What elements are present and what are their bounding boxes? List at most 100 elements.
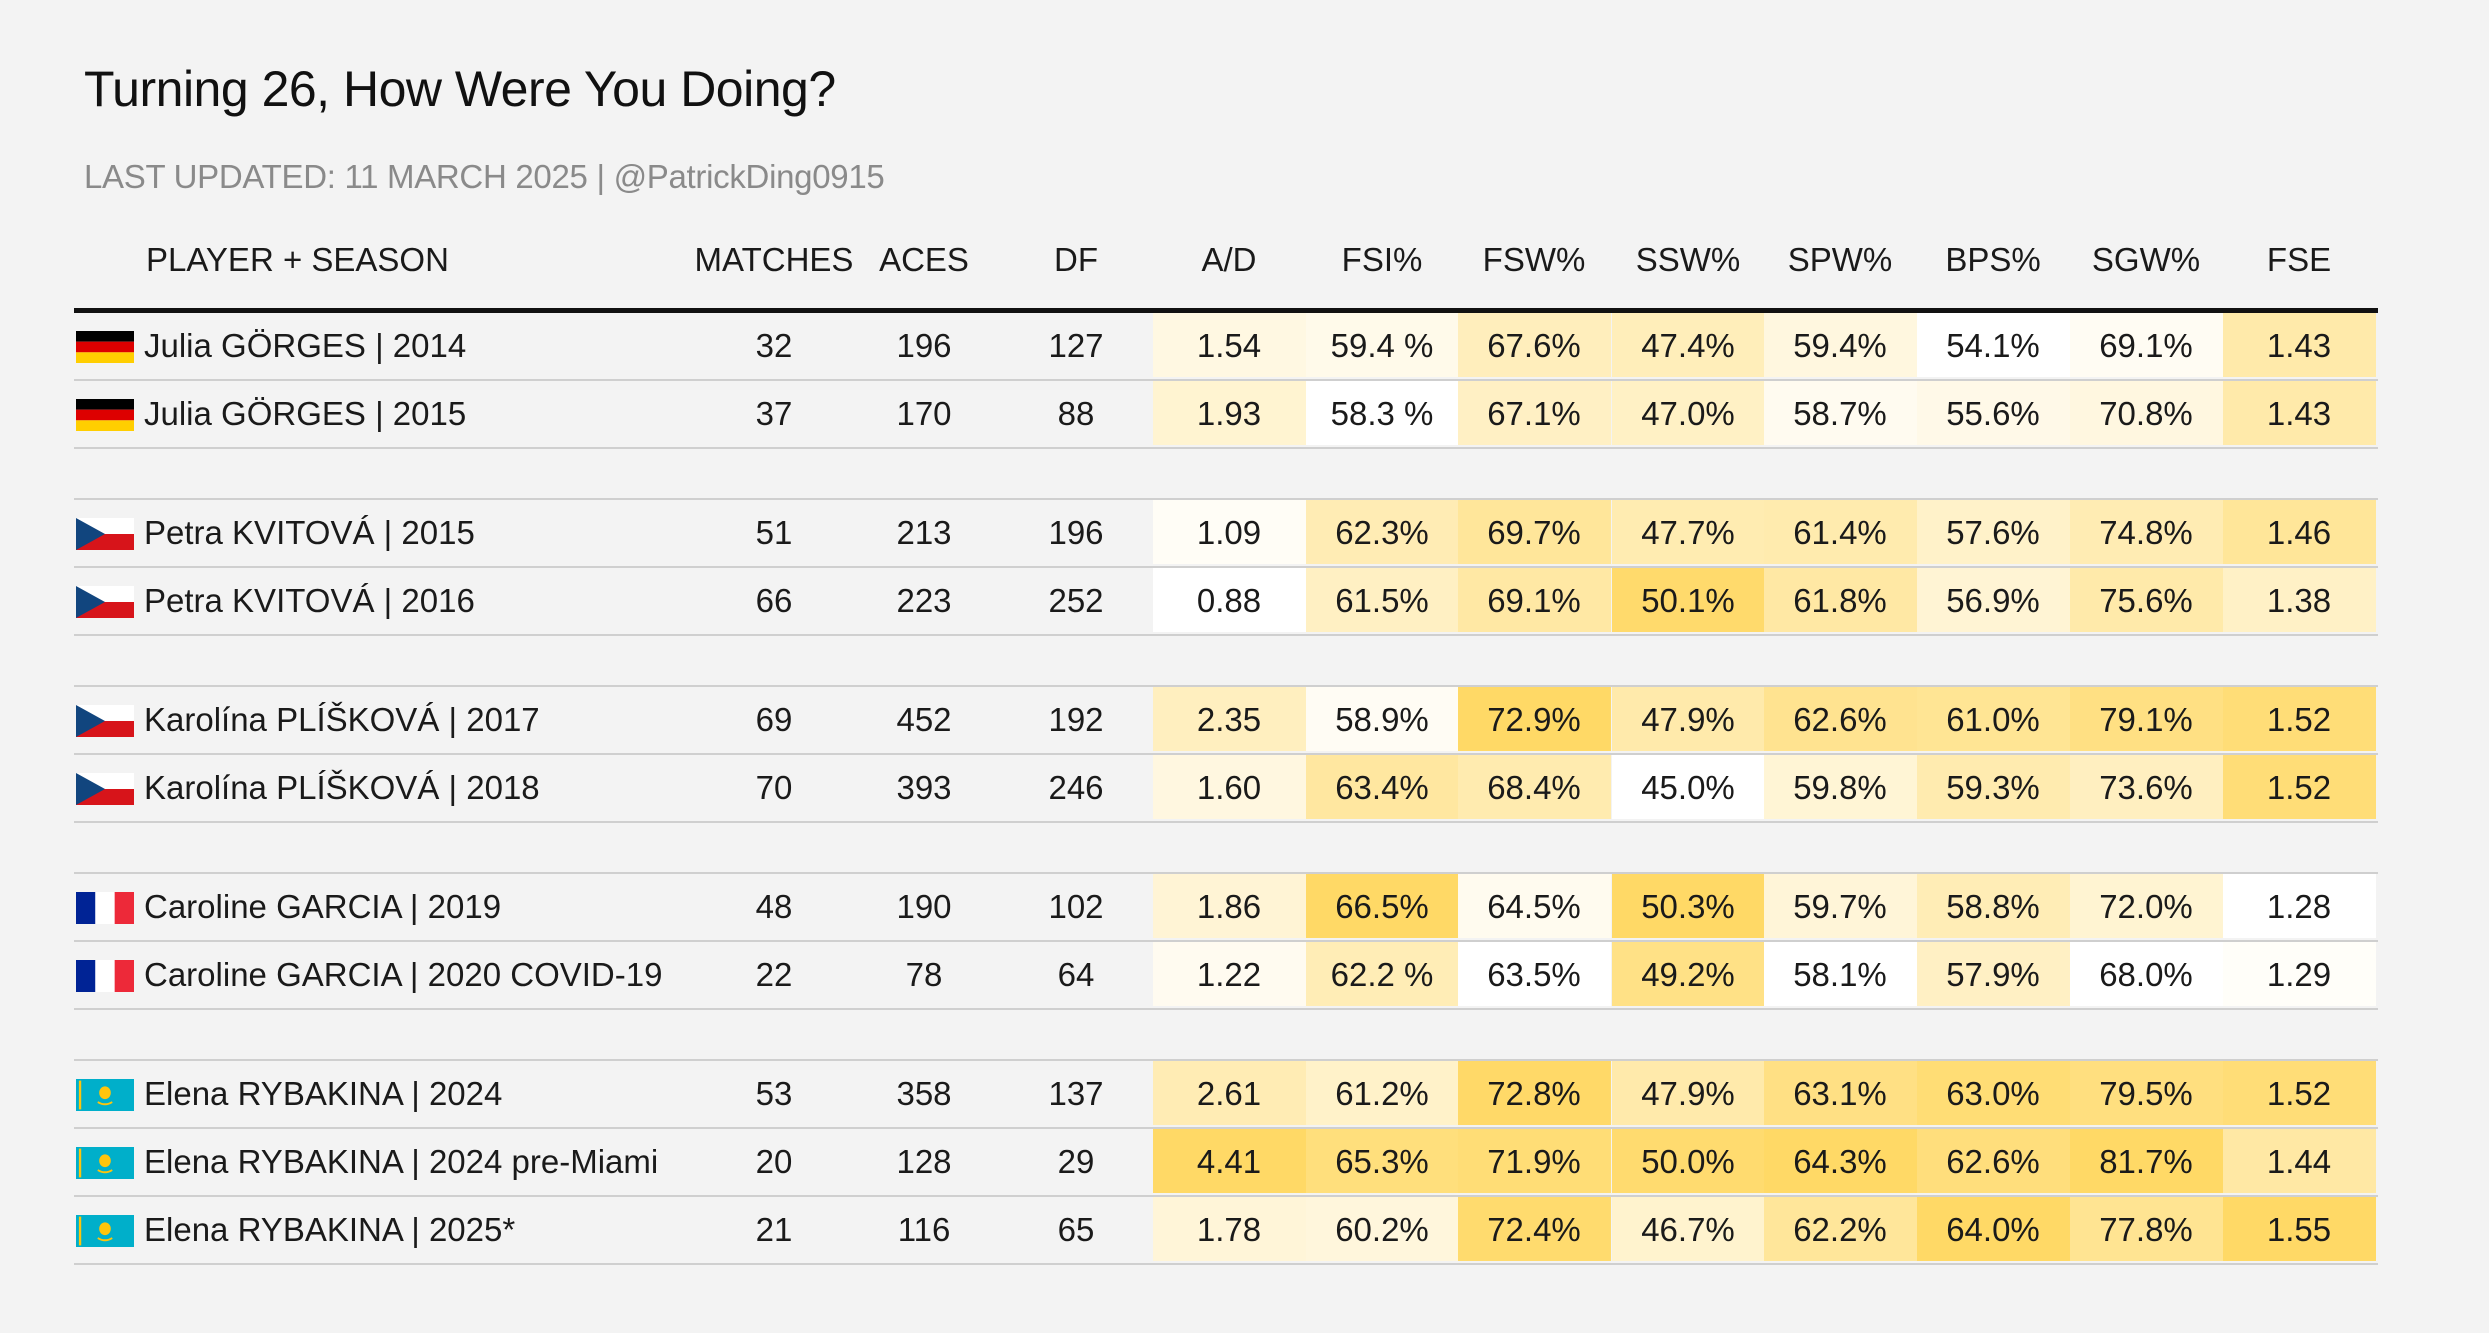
data-cell: 64.0% — [1916, 1197, 2070, 1261]
data-cell: 58.3 % — [1305, 381, 1459, 445]
player-season-cell: Elena RYBAKINA | 2025* — [144, 1211, 516, 1248]
data-cell: 59.4 % — [1305, 313, 1459, 377]
data-cell: 72.0% — [2069, 874, 2223, 938]
czech-flag-icon — [76, 586, 134, 618]
data-cell: 196 — [1048, 514, 1104, 551]
data-cell: 2.35 — [1152, 687, 1306, 751]
data-cell: 58.7% — [1763, 381, 1917, 445]
data-cell: 246 — [1048, 769, 1104, 806]
data-cell: 223 — [896, 582, 952, 619]
data-cell: 78 — [905, 956, 943, 993]
data-cell: 47.9% — [1611, 687, 1765, 751]
data-cell: 55.6% — [1916, 381, 2070, 445]
kazakhstan-flag-icon — [76, 1079, 134, 1111]
data-cell: 48 — [755, 888, 793, 925]
player-season-cell: Petra KVITOVÁ | 2015 — [144, 514, 475, 551]
table-row: Caroline GARCIA | 2020 COVID-19 22 78 64 1.2… — [74, 942, 2378, 1010]
data-cell: 56.9% — [1916, 568, 2070, 632]
table-row: Petra KVITOVÁ | 2015 51 213 196 1.09 62.3% 69.… — [74, 498, 2378, 568]
data-cell: 252 — [1048, 582, 1104, 619]
data-cell: 57.6% — [1916, 500, 2070, 564]
data-cell: 45.0% — [1611, 755, 1765, 819]
column-header: PLAYER + SEASON — [146, 241, 449, 278]
data-cell: 62.2 % — [1305, 942, 1459, 1006]
kazakhstan-flag-icon — [76, 1215, 134, 1247]
player-season-cell: Elena RYBAKINA | 2024 — [144, 1075, 503, 1112]
data-cell: 63.4% — [1305, 755, 1459, 819]
data-cell: 63.1% — [1763, 1061, 1917, 1125]
player-season-cell: Karolína PLÍŠKOVÁ | 2017 — [144, 701, 540, 738]
data-cell: 60.2% — [1305, 1197, 1459, 1261]
data-cell: 69.1% — [1457, 568, 1611, 632]
data-cell: 72.8% — [1457, 1061, 1611, 1125]
data-cell: 213 — [896, 514, 952, 551]
data-cell: 1.78 — [1152, 1197, 1306, 1261]
data-cell: 69 — [755, 701, 793, 738]
data-cell: 1.52 — [2222, 755, 2376, 819]
column-header: SSW% — [1635, 241, 1741, 278]
player-season-cell: Petra KVITOVÁ | 2016 — [144, 582, 475, 619]
data-cell: 59.7% — [1763, 874, 1917, 938]
column-header: BPS% — [1945, 241, 2041, 278]
data-cell: 1.29 — [2222, 942, 2376, 1006]
column-header: ACES — [879, 241, 969, 278]
data-cell: 452 — [896, 701, 952, 738]
table-row: Elena RYBAKINA | 2024 53 358 137 2.61 61.2% 72… — [74, 1059, 2378, 1129]
column-header: FSE — [2266, 241, 2332, 278]
data-cell: 1.09 — [1152, 500, 1306, 564]
data-cell: 0.88 — [1152, 568, 1306, 632]
data-cell: 47.4% — [1611, 313, 1765, 377]
data-cell: 22 — [755, 956, 793, 993]
data-cell: 32 — [755, 327, 793, 364]
data-cell: 1.43 — [2222, 381, 2376, 445]
czech-flag-icon — [76, 705, 134, 737]
data-cell: 190 — [896, 888, 952, 925]
data-cell: 88 — [1057, 395, 1095, 432]
data-cell: 74.8% — [2069, 500, 2223, 564]
data-cell: 63.0% — [1916, 1061, 2070, 1125]
data-cell: 50.3% — [1611, 874, 1765, 938]
france-flag-icon — [76, 892, 134, 924]
data-cell: 61.0% — [1916, 687, 2070, 751]
data-cell: 64.3% — [1763, 1129, 1917, 1193]
data-cell: 79.5% — [2069, 1061, 2223, 1125]
data-cell: 1.86 — [1152, 874, 1306, 938]
data-cell: 62.6% — [1916, 1129, 2070, 1193]
column-header: SPW% — [1787, 241, 1893, 278]
germany-flag-icon — [76, 331, 134, 363]
player-season-cell: Karolína PLÍŠKOVÁ | 2018 — [144, 769, 540, 806]
group-spacer — [74, 449, 2378, 498]
data-cell: 47.0% — [1611, 381, 1765, 445]
group-spacer — [74, 636, 2378, 685]
kazakhstan-flag-icon — [76, 1147, 134, 1179]
data-cell: 393 — [896, 769, 952, 806]
data-cell: 68.4% — [1457, 755, 1611, 819]
data-cell: 47.7% — [1611, 500, 1765, 564]
data-cell: 1.28 — [2222, 874, 2376, 938]
data-cell: 61.4% — [1763, 500, 1917, 564]
data-cell: 102 — [1048, 888, 1104, 925]
player-season-cell: Julia GÖRGES | 2014 — [144, 327, 467, 364]
data-cell: 1.54 — [1152, 313, 1306, 377]
data-cell: 1.43 — [2222, 313, 2376, 377]
data-cell: 64.5% — [1457, 874, 1611, 938]
data-cell: 1.44 — [2222, 1129, 2376, 1193]
data-cell: 63.5% — [1457, 942, 1611, 1006]
data-cell: 71.9% — [1457, 1129, 1611, 1193]
data-cell: 70.8% — [2069, 381, 2223, 445]
data-cell: 62.3% — [1305, 500, 1459, 564]
table-row: Petra KVITOVÁ | 2016 66 223 252 0.88 61.5% 69.… — [74, 568, 2378, 636]
data-cell: 58.9% — [1305, 687, 1459, 751]
data-cell: 4.41 — [1152, 1129, 1306, 1193]
czech-flag-icon — [76, 773, 134, 805]
data-cell: 1.60 — [1152, 755, 1306, 819]
data-cell: 61.8% — [1763, 568, 1917, 632]
data-cell: 128 — [896, 1143, 952, 1180]
page-title: Turning 26, How Were You Doing? — [84, 61, 836, 117]
data-cell: 1.52 — [2222, 687, 2376, 751]
data-cell: 59.3% — [1916, 755, 2070, 819]
table-row: Karolína PLÍŠKOVÁ | 2018 70 393 246 1.60 63.4… — [74, 755, 2378, 823]
data-cell: 73.6% — [2069, 755, 2223, 819]
table-row: Caroline GARCIA | 2019 48 190 102 1.86 66.5% 6… — [74, 872, 2378, 942]
data-cell: 57.9% — [1916, 942, 2070, 1006]
